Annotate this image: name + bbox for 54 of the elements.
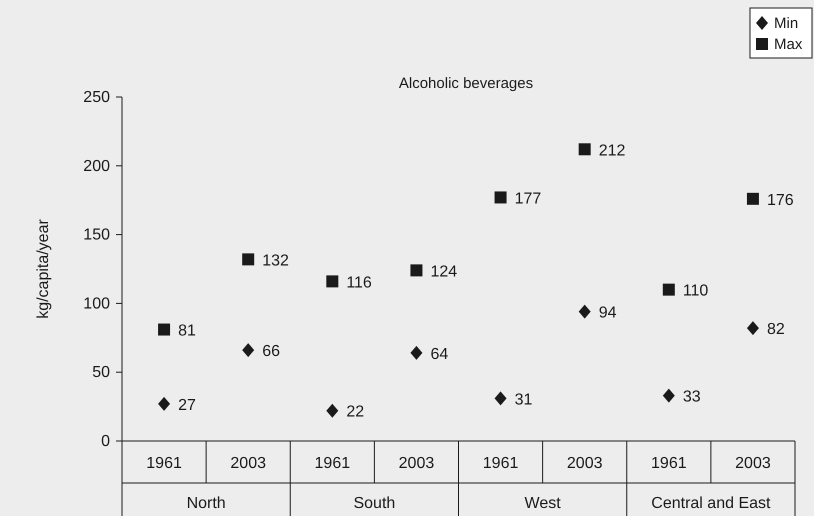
data-label: 31 [514, 391, 532, 408]
x-tick-label: 1961 [651, 455, 687, 472]
data-label: 132 [262, 252, 289, 270]
point [242, 343, 254, 358]
point [746, 192, 759, 205]
data-label: 116 [346, 274, 372, 292]
point [494, 391, 507, 406]
y-tick-label: 250 [83, 89, 110, 106]
data-label: 176 [766, 192, 794, 209]
y-tick-label: 100 [83, 295, 110, 312]
data-label: 22 [346, 404, 364, 421]
data-label: 212 [598, 142, 626, 160]
y-tick-label: 50 [92, 364, 110, 382]
point [242, 253, 254, 266]
y-tick-label: 200 [83, 158, 110, 175]
text: South [353, 495, 396, 512]
point [326, 404, 338, 418]
point [578, 143, 591, 156]
point [494, 191, 507, 204]
legend-label: Max [774, 36, 803, 53]
data-label: 64 [430, 346, 448, 363]
point [578, 304, 591, 319]
data-label: 82 [766, 321, 785, 338]
x-tick-label: 2003 [735, 455, 771, 472]
x-tick-label: 1961 [146, 455, 182, 472]
y-tick-label: 150 [83, 226, 110, 244]
data-label: 33 [682, 388, 701, 406]
y-tick-label: 0 [101, 433, 110, 450]
data-label: 66 [262, 343, 280, 360]
data-label: 110 [682, 282, 708, 300]
text: North [186, 495, 226, 512]
data-label: 124 [430, 263, 458, 280]
x-tick-label: 1961 [314, 455, 350, 472]
data-label: 27 [178, 396, 196, 414]
point [158, 324, 170, 336]
chart-title: Alcoholic beverages [398, 75, 534, 92]
point [662, 284, 675, 296]
x-tick-label: 2003 [398, 455, 434, 472]
x-tick-label: 2003 [566, 455, 603, 472]
point [746, 321, 759, 336]
data-label: 177 [514, 190, 542, 208]
data-label: 81 [178, 322, 196, 340]
point [410, 346, 422, 360]
x-tick-label: 1961 [482, 455, 518, 472]
x-tick-label: 2003 [230, 455, 266, 472]
point [662, 388, 675, 403]
point [326, 275, 338, 288]
y-axis-title: kg/capita/year [35, 218, 52, 319]
data-label: 94 [598, 304, 617, 322]
text: Central and East [651, 495, 772, 512]
point [158, 396, 170, 411]
point [410, 264, 422, 276]
legend-label: Min [774, 15, 798, 32]
text: West [524, 495, 562, 512]
